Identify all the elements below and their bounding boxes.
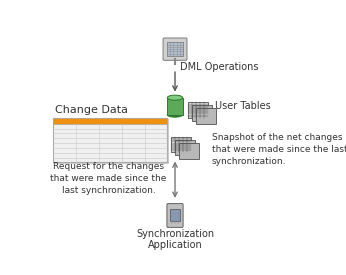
Text: Change Data: Change Data — [55, 105, 128, 116]
FancyBboxPatch shape — [171, 137, 191, 152]
Ellipse shape — [167, 112, 183, 117]
FancyBboxPatch shape — [167, 204, 183, 227]
FancyBboxPatch shape — [179, 143, 199, 158]
Ellipse shape — [177, 223, 179, 224]
FancyBboxPatch shape — [196, 108, 216, 124]
Text: Snapshot of the net changes
that were made since the last
synchronization.: Snapshot of the net changes that were ma… — [212, 133, 346, 166]
FancyBboxPatch shape — [175, 140, 195, 155]
Ellipse shape — [171, 222, 173, 223]
Ellipse shape — [177, 222, 179, 223]
FancyBboxPatch shape — [170, 208, 180, 221]
Text: Synchronization
Application: Synchronization Application — [136, 229, 214, 250]
Text: DML Operations: DML Operations — [180, 62, 258, 72]
Ellipse shape — [171, 223, 173, 224]
FancyBboxPatch shape — [188, 102, 208, 118]
FancyBboxPatch shape — [166, 42, 183, 56]
FancyBboxPatch shape — [167, 98, 183, 115]
FancyBboxPatch shape — [55, 119, 169, 164]
Ellipse shape — [177, 221, 179, 222]
FancyBboxPatch shape — [53, 118, 167, 124]
FancyBboxPatch shape — [192, 105, 212, 121]
FancyBboxPatch shape — [53, 118, 167, 162]
FancyBboxPatch shape — [163, 38, 187, 60]
Ellipse shape — [174, 222, 175, 223]
Ellipse shape — [171, 221, 173, 222]
Text: User Tables: User Tables — [215, 101, 271, 111]
Text: Request for the changes
that were made since the
last synchronization.: Request for the changes that were made s… — [50, 162, 167, 195]
Ellipse shape — [174, 221, 175, 222]
Ellipse shape — [167, 95, 183, 100]
Ellipse shape — [174, 223, 175, 224]
